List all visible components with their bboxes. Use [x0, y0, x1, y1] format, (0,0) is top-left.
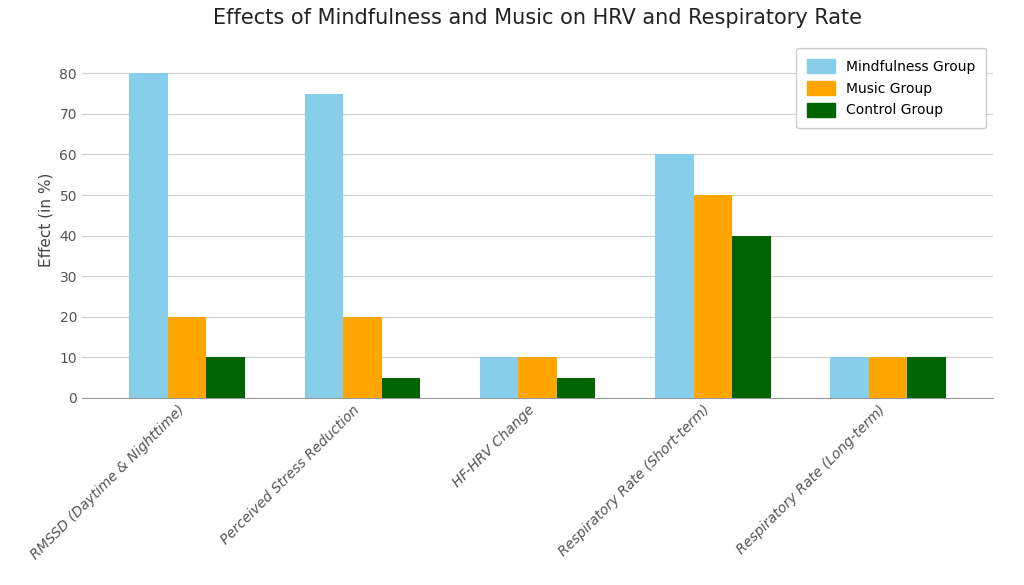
Bar	[304, 94, 343, 398]
Bar	[830, 357, 868, 398]
Bar	[557, 377, 595, 398]
Bar	[207, 357, 245, 398]
Title: Effects of Mindfulness and Music on HRV and Respiratory Rate: Effects of Mindfulness and Music on HRV …	[213, 8, 862, 28]
Bar	[655, 154, 693, 398]
Bar	[343, 316, 382, 398]
Bar	[732, 236, 771, 398]
Bar	[129, 73, 168, 398]
Bar	[868, 357, 907, 398]
Y-axis label: Effect (in %): Effect (in %)	[39, 172, 54, 267]
Bar	[480, 357, 518, 398]
Bar	[693, 195, 732, 398]
Bar	[907, 357, 946, 398]
Bar	[168, 316, 207, 398]
Legend: Mindfulness Group, Music Group, Control Group: Mindfulness Group, Music Group, Control …	[796, 48, 986, 129]
Bar	[382, 377, 420, 398]
Bar	[518, 357, 557, 398]
